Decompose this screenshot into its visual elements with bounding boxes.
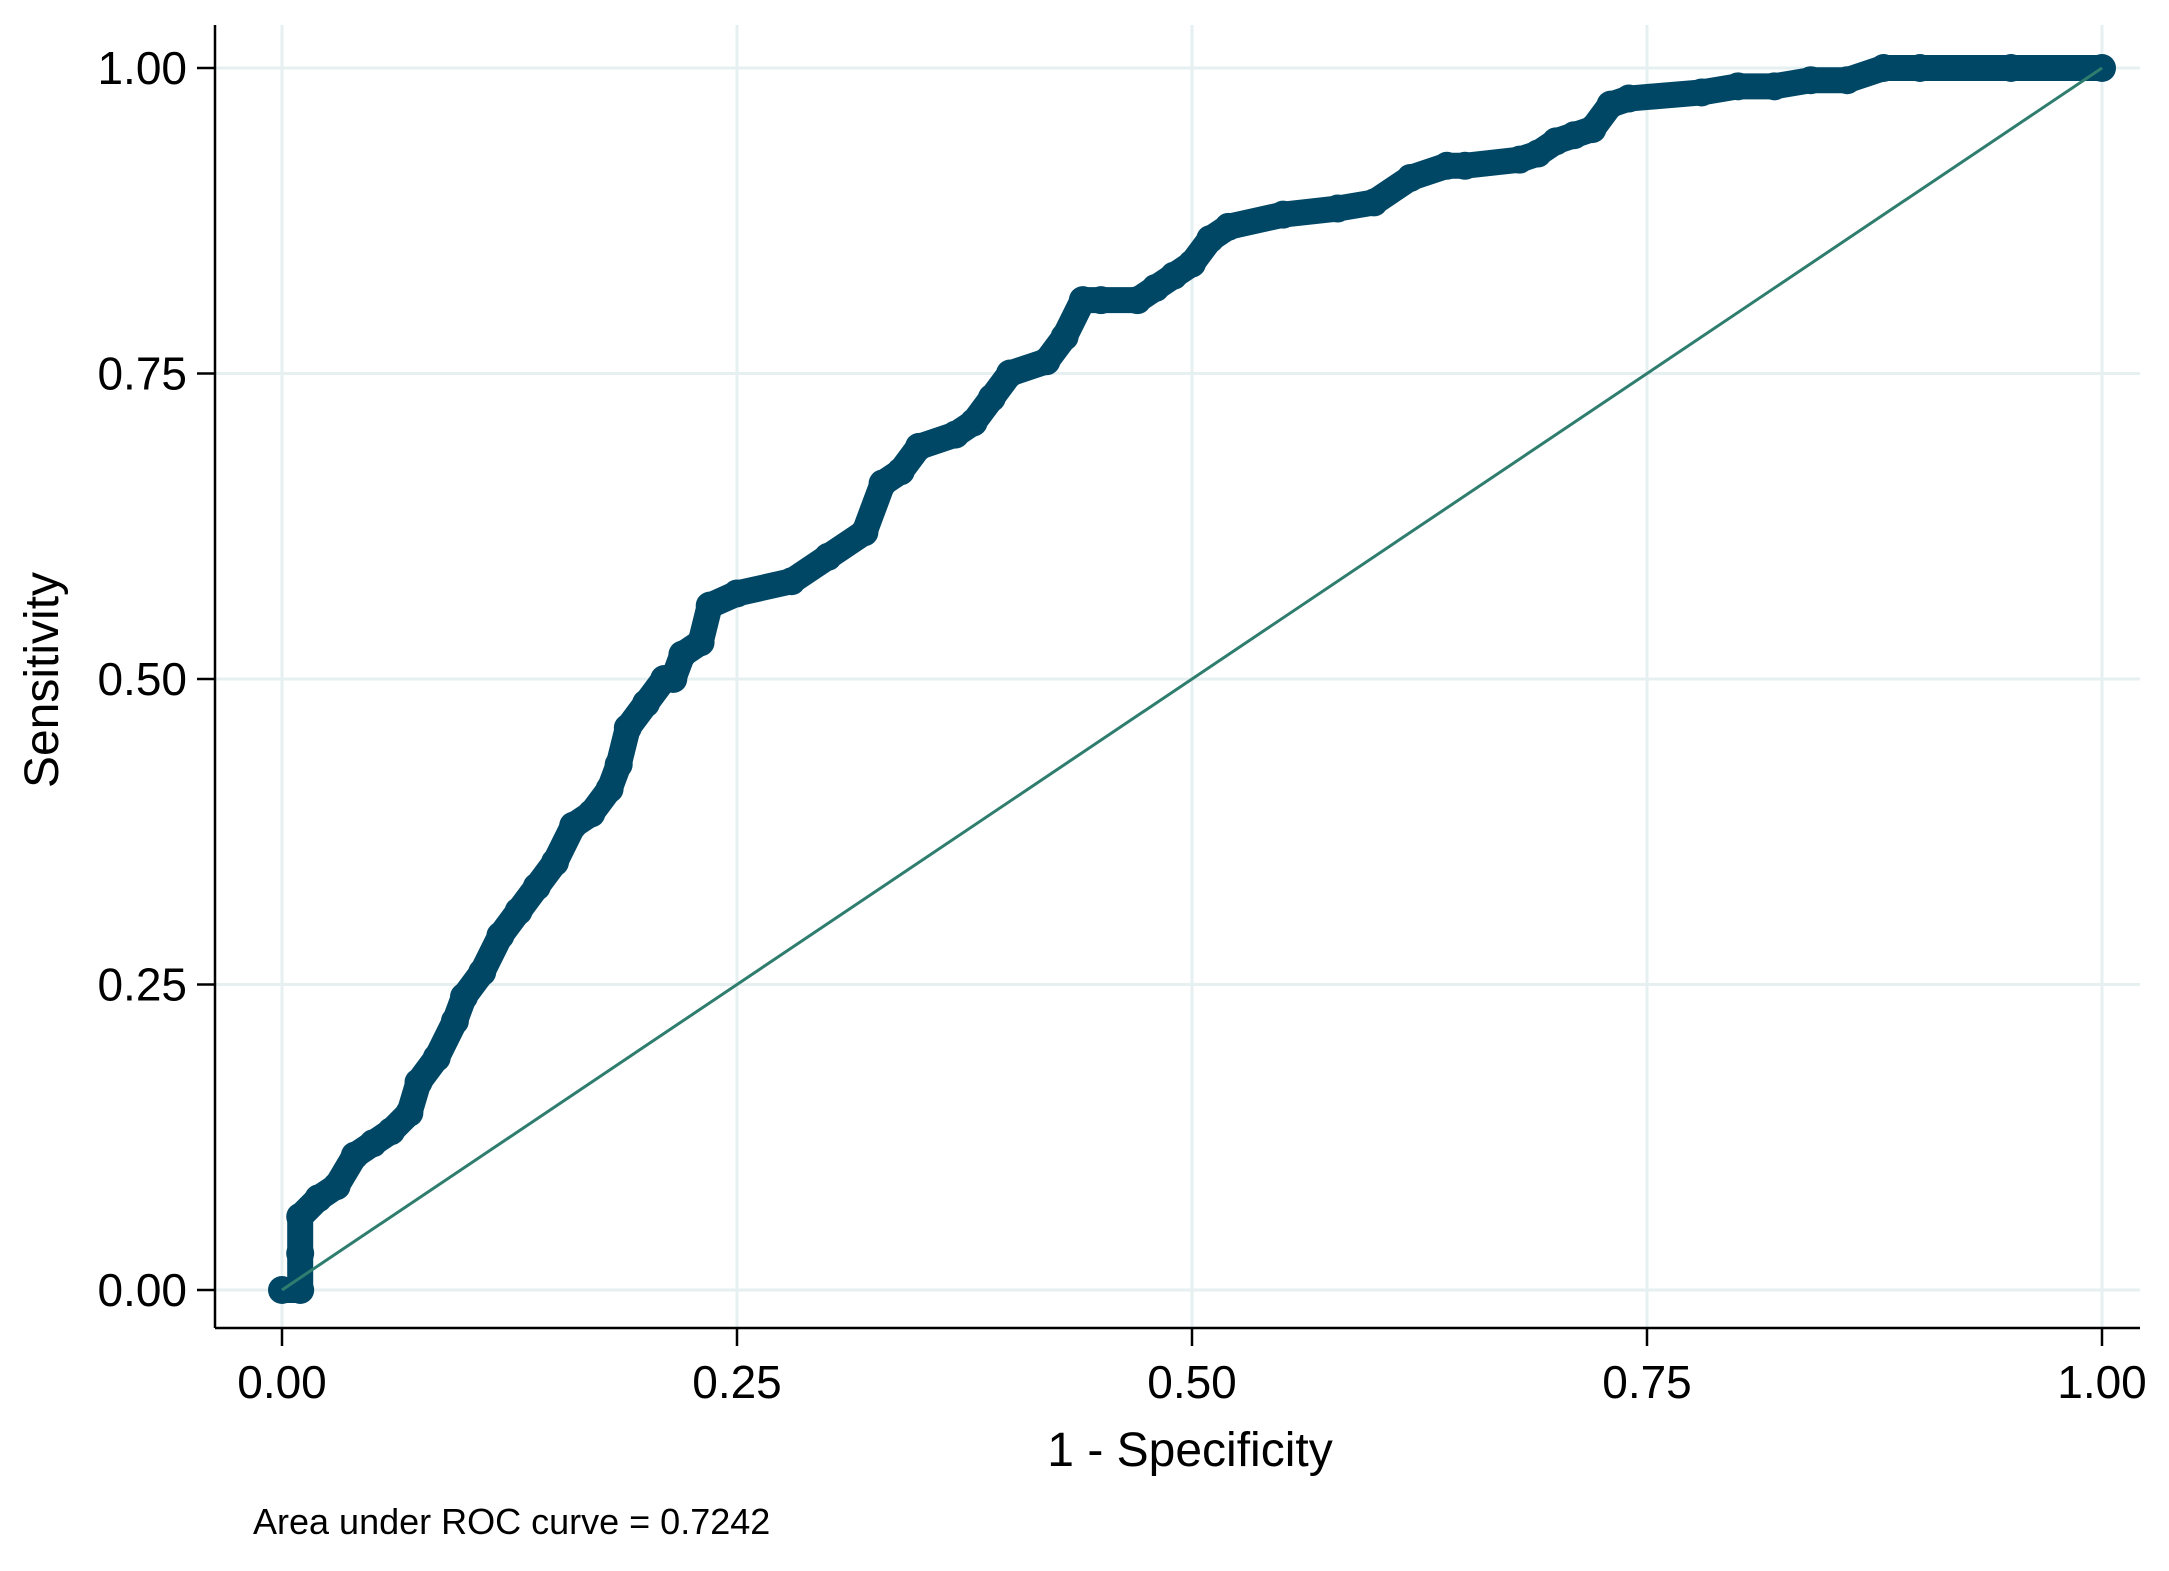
roc-point bbox=[1396, 163, 1425, 192]
roc-point bbox=[522, 872, 551, 901]
roc-point bbox=[886, 457, 915, 486]
roc-point bbox=[1451, 151, 1479, 180]
roc-point bbox=[1997, 54, 2025, 82]
roc-point bbox=[1869, 54, 1898, 82]
roc-point bbox=[1032, 347, 1061, 376]
x-tick-label-0: 0.00 bbox=[237, 1356, 327, 1408]
roc-point bbox=[541, 848, 569, 877]
y-tick-label-4: 1.00 bbox=[97, 42, 187, 94]
x-tick-label-1: 0.25 bbox=[692, 1356, 782, 1408]
x-tick-label-2: 0.50 bbox=[1147, 1356, 1237, 1408]
roc-point bbox=[659, 665, 688, 693]
roc-point bbox=[1087, 286, 1115, 315]
x-tick-label-4: 1.00 bbox=[2057, 1356, 2147, 1408]
roc-point bbox=[1214, 212, 1243, 241]
roc-point bbox=[1578, 115, 1607, 144]
roc-point bbox=[977, 383, 1006, 412]
roc-point bbox=[1323, 194, 1352, 223]
grid-lines bbox=[215, 25, 2140, 1328]
y-tick-label-3: 0.75 bbox=[97, 348, 187, 400]
roc-point bbox=[595, 774, 624, 803]
roc-point bbox=[777, 567, 806, 596]
series bbox=[268, 54, 2116, 1304]
auc-annotation: Area under ROC curve = 0.7242 bbox=[253, 1501, 770, 1542]
y-tick-label-0: 0.00 bbox=[97, 1264, 187, 1316]
roc-point bbox=[1906, 54, 1934, 82]
roc-point bbox=[1687, 78, 1716, 107]
roc-point bbox=[632, 689, 660, 718]
roc-point bbox=[1050, 322, 1079, 351]
tick-labels: 0.00 0.25 0.50 0.75 1.00 0.00 0.25 0.50 0.75 1.00 bbox=[97, 42, 2146, 1408]
roc-point bbox=[468, 958, 497, 987]
roc-point bbox=[686, 628, 715, 657]
roc-point bbox=[850, 518, 879, 547]
roc-point bbox=[286, 1202, 315, 1231]
roc-point bbox=[1724, 72, 1752, 101]
y-tick-label-2: 0.50 bbox=[97, 653, 187, 705]
roc-point bbox=[440, 1007, 469, 1036]
reference-line bbox=[281, 66, 2103, 1292]
roc-point bbox=[577, 799, 606, 828]
roc-point bbox=[604, 750, 633, 779]
roc-point bbox=[723, 579, 751, 608]
roc-point bbox=[286, 1239, 315, 1268]
roc-point bbox=[504, 897, 533, 926]
roc-point bbox=[1360, 188, 1388, 217]
roc-point bbox=[322, 1172, 351, 1201]
y-axis-title: Sensitivity bbox=[16, 572, 69, 788]
roc-point bbox=[377, 1117, 406, 1146]
roc-point bbox=[1614, 84, 1643, 113]
roc-point bbox=[404, 1068, 433, 1097]
roc-point bbox=[486, 921, 515, 950]
x-tick-label-3: 0.75 bbox=[1602, 1356, 1692, 1408]
roc-point bbox=[695, 591, 724, 620]
y-tick-label-1: 0.25 bbox=[97, 959, 187, 1011]
roc-point bbox=[814, 542, 842, 571]
roc-point bbox=[996, 359, 1024, 388]
roc-point bbox=[1833, 66, 1862, 95]
roc-point bbox=[959, 408, 988, 437]
roc-point bbox=[1269, 200, 1297, 229]
roc-point bbox=[905, 432, 933, 461]
roc-point bbox=[1760, 72, 1789, 101]
roc-point bbox=[395, 1098, 424, 1127]
roc-point bbox=[450, 982, 478, 1011]
roc-point bbox=[1796, 66, 1825, 95]
x-axis-title: 1 - Specificity bbox=[1047, 1424, 1332, 1477]
roc-point bbox=[613, 713, 642, 742]
axes bbox=[197, 25, 2140, 1346]
roc-point bbox=[422, 1043, 451, 1072]
roc-point bbox=[286, 1276, 315, 1304]
roc-point bbox=[1178, 249, 1206, 278]
